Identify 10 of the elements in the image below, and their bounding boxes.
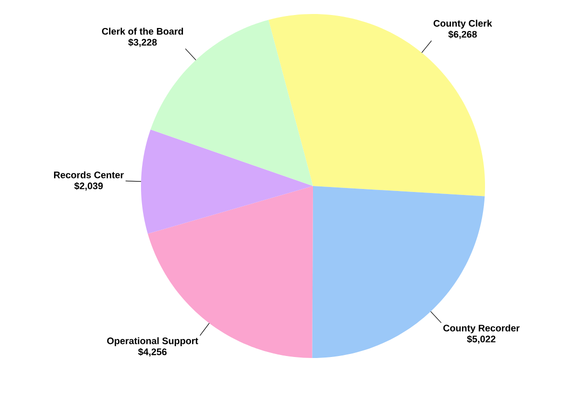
slice-label: County Recorder	[443, 324, 520, 334]
slice-label: Clerk of the Board	[102, 28, 184, 35]
data-label: $5,022	[466, 335, 496, 344]
data-label: $4,256	[138, 348, 167, 357]
slice-label: Operational Support	[107, 337, 198, 346]
slice-label: County Clerk	[434, 20, 492, 29]
data-label: $3,228	[128, 38, 157, 47]
data-label: $2,039	[74, 182, 103, 191]
slice-label: Records Center	[54, 171, 124, 178]
data-label: $6,268	[448, 30, 477, 40]
